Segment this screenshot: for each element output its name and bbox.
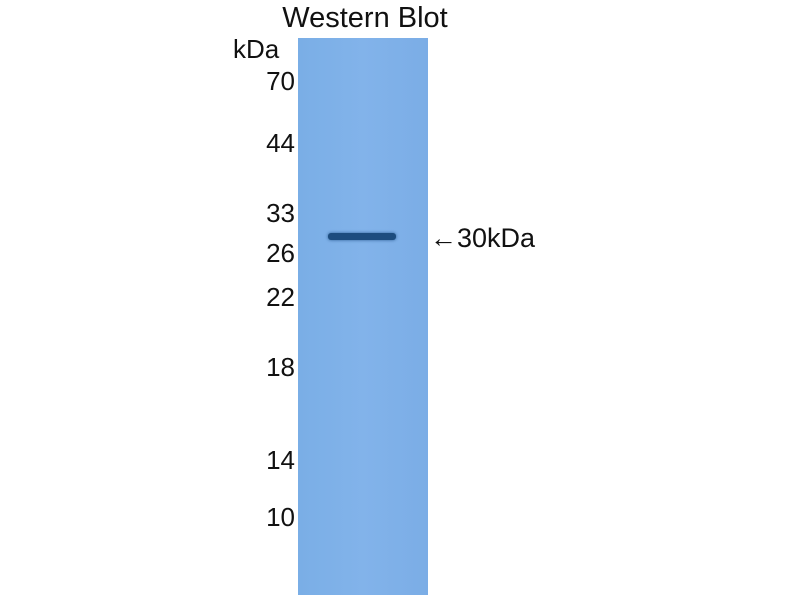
marker-70: 70	[266, 66, 295, 96]
protein-band	[328, 233, 396, 240]
blot-lane	[298, 38, 428, 595]
marker-44: 44	[266, 128, 295, 158]
marker-26: 26	[266, 238, 295, 268]
band-annotation: ←30kDa	[430, 223, 536, 253]
marker-22: 22	[266, 282, 295, 312]
marker-33: 33	[266, 198, 295, 228]
marker-10: 10	[266, 502, 295, 532]
marker-14: 14	[266, 445, 295, 475]
figure-title: Western Blot	[282, 2, 448, 34]
marker-18: 18	[266, 352, 295, 382]
unit-label: kDa	[233, 34, 280, 64]
